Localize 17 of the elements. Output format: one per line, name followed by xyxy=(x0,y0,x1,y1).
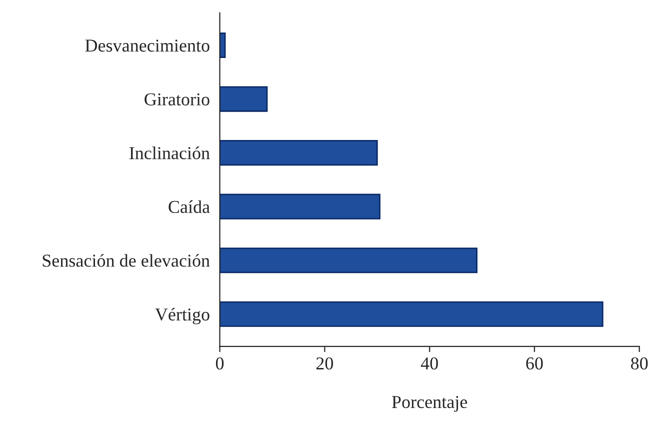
y-tick-label: Desvanecimiento xyxy=(85,40,210,52)
y-tick-label: Caída xyxy=(168,200,210,214)
bar xyxy=(220,301,604,327)
bar xyxy=(220,194,380,220)
x-tick-label: 40 xyxy=(420,357,438,370)
bar xyxy=(220,248,478,274)
x-axis-title: Porcentaje xyxy=(392,396,468,412)
y-tick-label: Sensación de elevación xyxy=(42,254,210,267)
y-tick-label: Vértigo xyxy=(155,308,210,324)
x-tick-label: 20 xyxy=(316,357,334,370)
x-tick-label: 0 xyxy=(216,357,224,370)
bar xyxy=(220,140,378,166)
x-tick-label: 80 xyxy=(631,357,648,370)
y-tick-label: Giratorio xyxy=(144,93,210,106)
bar xyxy=(220,86,268,112)
y-tick-label: Inclinación xyxy=(129,146,210,160)
x-tick-label: 60 xyxy=(526,357,543,370)
